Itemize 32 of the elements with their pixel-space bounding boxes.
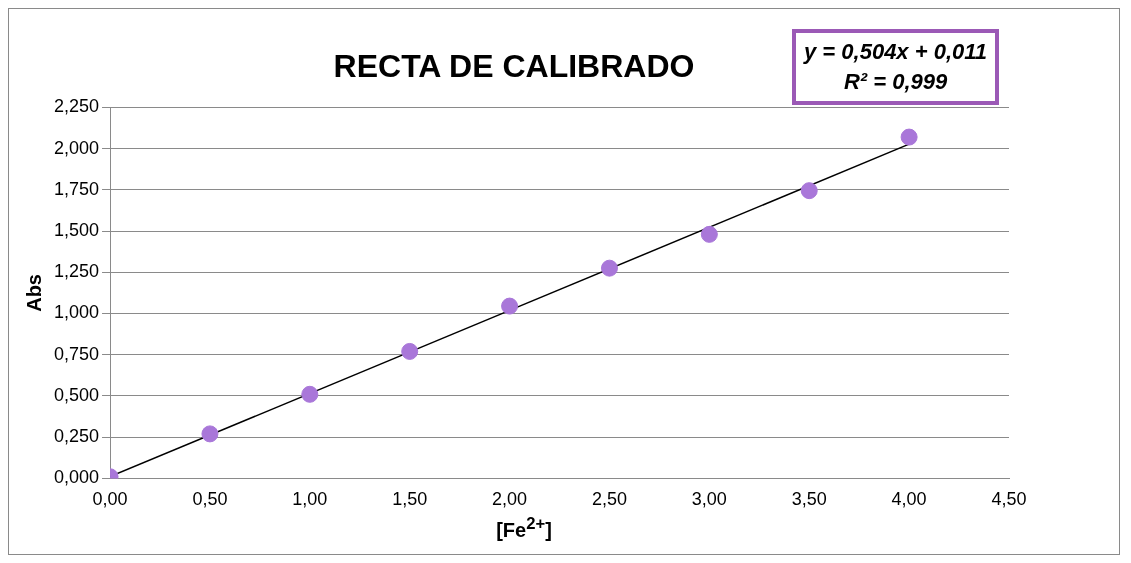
- x-tick-label: 4,00: [891, 489, 927, 510]
- point: [501, 297, 519, 315]
- x-tick-label: 2,50: [591, 489, 627, 510]
- y-axis-title: Abs: [22, 274, 45, 312]
- x-tick-label: 1,50: [392, 489, 428, 510]
- y-tick-label: 0,750: [54, 343, 100, 364]
- point: [900, 128, 918, 146]
- x-tick-label: 3,00: [691, 489, 727, 510]
- x-tick-label: 3,50: [791, 489, 827, 510]
- y-tick-label: 2,250: [54, 96, 100, 117]
- chart-title: RECTA DE CALIBRADO: [333, 48, 695, 85]
- equation-box: y = 0,504x + 0,011 R² = 0,999: [792, 29, 1000, 105]
- x-tick-label: 4,50: [991, 489, 1027, 510]
- point: [600, 259, 618, 277]
- point: [800, 182, 818, 200]
- y-tick-label: 2,000: [54, 137, 100, 158]
- point: [401, 342, 419, 360]
- x-axis-title: [Fe$^{2+}$]: [495, 514, 553, 542]
- y-tick-label: 1,000: [54, 302, 100, 323]
- x-tick-label: 0,50: [192, 489, 228, 510]
- point: [201, 425, 219, 443]
- point: [301, 385, 319, 403]
- point: [700, 225, 718, 243]
- x-tick-label: 1,00: [292, 489, 328, 510]
- y-tick-label: 0,250: [54, 426, 100, 447]
- y-tick-label: 1,250: [54, 261, 100, 282]
- y-tick-label: 1,500: [54, 220, 100, 241]
- y-tick-label: 0,500: [54, 384, 100, 405]
- x-tick-label: 2,00: [492, 489, 528, 510]
- y-tick-label: 1,750: [54, 178, 100, 199]
- y-tick-label: 0,000: [54, 467, 100, 488]
- x-tick-label: 0,00: [92, 489, 128, 510]
